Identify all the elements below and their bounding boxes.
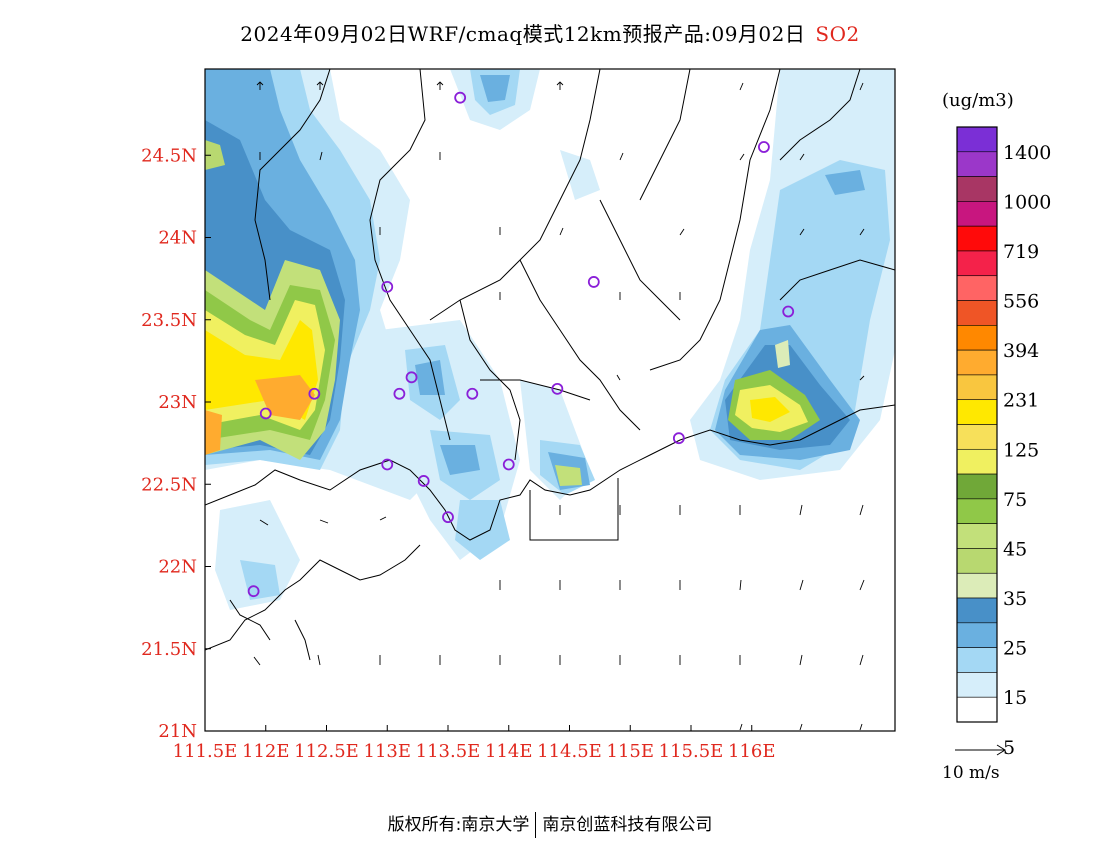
colorbar-label: 1400 <box>1003 142 1051 164</box>
lat-tick-label: 23N <box>158 392 197 413</box>
station-marker <box>782 305 795 318</box>
concentration-field <box>205 69 895 610</box>
footer-copyright: 版权所有:南京大学 <box>387 815 530 835</box>
station-marker <box>672 432 685 445</box>
colorbar-swatch <box>956 300 998 326</box>
colorbar-label: 556 <box>1003 291 1039 313</box>
lon-tick-label: 111.5E <box>173 741 238 762</box>
boundaries <box>205 69 895 661</box>
colorbar-swatch <box>956 325 998 351</box>
colorbar-swatch <box>956 523 998 549</box>
colorbar-swatch <box>956 225 998 252</box>
colorbar-frame <box>956 126 998 723</box>
colorbar-label: 231 <box>1003 390 1039 412</box>
colorbar-swatch <box>956 498 998 524</box>
station-marker <box>502 458 515 471</box>
station-marker <box>259 407 272 420</box>
lon-tick-label: 113E <box>364 741 412 762</box>
map-frame <box>204 68 896 732</box>
units-label: (ug/m3) <box>942 90 1014 111</box>
colorbar-swatch <box>956 250 998 277</box>
colorbar-label: 25 <box>1003 638 1027 660</box>
station-marker <box>381 458 394 471</box>
lat-tick-label: 24N <box>158 228 197 249</box>
lat-tick-label: 21.5N <box>141 639 197 660</box>
station-marker <box>758 141 770 153</box>
colorbar-swatch <box>956 597 998 624</box>
colorbar-label: 75 <box>1003 489 1027 511</box>
station-marker <box>405 371 418 384</box>
colorbar-swatch <box>956 473 998 500</box>
colorbar-swatch <box>956 696 998 723</box>
colorbar-swatch <box>956 622 998 648</box>
lat-tick-label: 22N <box>158 557 197 578</box>
colorbar-label: 15 <box>1003 687 1027 709</box>
station-marker <box>247 585 260 598</box>
colorbar-label: 5 <box>1003 737 1015 759</box>
footer-divider <box>535 812 537 838</box>
station-marker <box>587 276 600 288</box>
lon-tick-label: 112E <box>242 741 290 762</box>
station-marker <box>381 280 394 293</box>
colorbar-label: 394 <box>1003 340 1039 362</box>
lon-tick-label: 114E <box>485 741 533 762</box>
title-text: 2024年09月02日WRF/cmaq模式12km预报产品:09月02日 <box>240 22 806 46</box>
colorbar-label: 125 <box>1003 439 1039 461</box>
lon-tick-label: 116E <box>728 741 776 762</box>
species-label: SO2 <box>815 22 860 46</box>
colorbar-swatch <box>956 151 998 177</box>
station-marker <box>417 475 430 487</box>
station-marker <box>466 387 479 400</box>
footer: 版权所有:南京大学 南京创蓝科技有限公司 <box>0 810 1100 838</box>
station-marker <box>308 387 321 400</box>
colorbar-label: 35 <box>1003 588 1027 610</box>
colorbar-swatch <box>956 349 998 376</box>
colorbar: 1400 1000 719 556 394 231 125 75 45 35 25 15 5 <box>956 126 1051 759</box>
colorbar-swatch <box>956 672 998 698</box>
colorbar-swatch <box>956 572 998 599</box>
station-marker <box>393 387 406 400</box>
colorbar-swatch <box>956 647 998 673</box>
footer-company: 南京创蓝科技有限公司 <box>542 815 713 835</box>
colorbar-swatch <box>956 201 998 227</box>
colorbar-label: 45 <box>1003 538 1027 560</box>
colorbar-swatch <box>956 548 998 574</box>
colorbar-swatch <box>956 126 998 153</box>
colorbar-swatch <box>956 374 998 401</box>
lat-tick-label: 23.5N <box>141 310 197 331</box>
colorbar-swatch <box>956 399 998 425</box>
wind-scale-label: 10 m/s <box>942 763 1000 783</box>
station-markers <box>247 91 795 598</box>
lat-tick-label: 24.5N <box>141 145 197 166</box>
wind-scale-arrow <box>955 744 1006 756</box>
wind-vectors <box>253 81 865 731</box>
lon-tick-label: 115E <box>607 741 655 762</box>
lat-tick-label: 22.5N <box>141 474 197 495</box>
colorbar-swatch <box>956 424 998 450</box>
station-marker <box>454 91 467 104</box>
colorbar-swatch <box>956 448 998 475</box>
lon-tick-label: 112.5E <box>294 741 359 762</box>
colorbar-swatch <box>956 176 998 202</box>
colorbar-label: 1000 <box>1003 191 1051 213</box>
colorbar-label: 719 <box>1003 241 1039 263</box>
colorbar-swatch <box>956 275 998 301</box>
lat-tick-label: 21N <box>158 721 197 742</box>
station-marker <box>551 382 564 395</box>
lon-tick-label: 113.5E <box>416 741 481 762</box>
map-title: 2024年09月02日WRF/cmaq模式12km预报产品:09月02日 SO2 <box>0 18 1100 47</box>
lon-tick-label: 114.5E <box>537 741 602 762</box>
station-marker <box>442 511 454 524</box>
lon-tick-label: 115.5E <box>659 741 724 762</box>
